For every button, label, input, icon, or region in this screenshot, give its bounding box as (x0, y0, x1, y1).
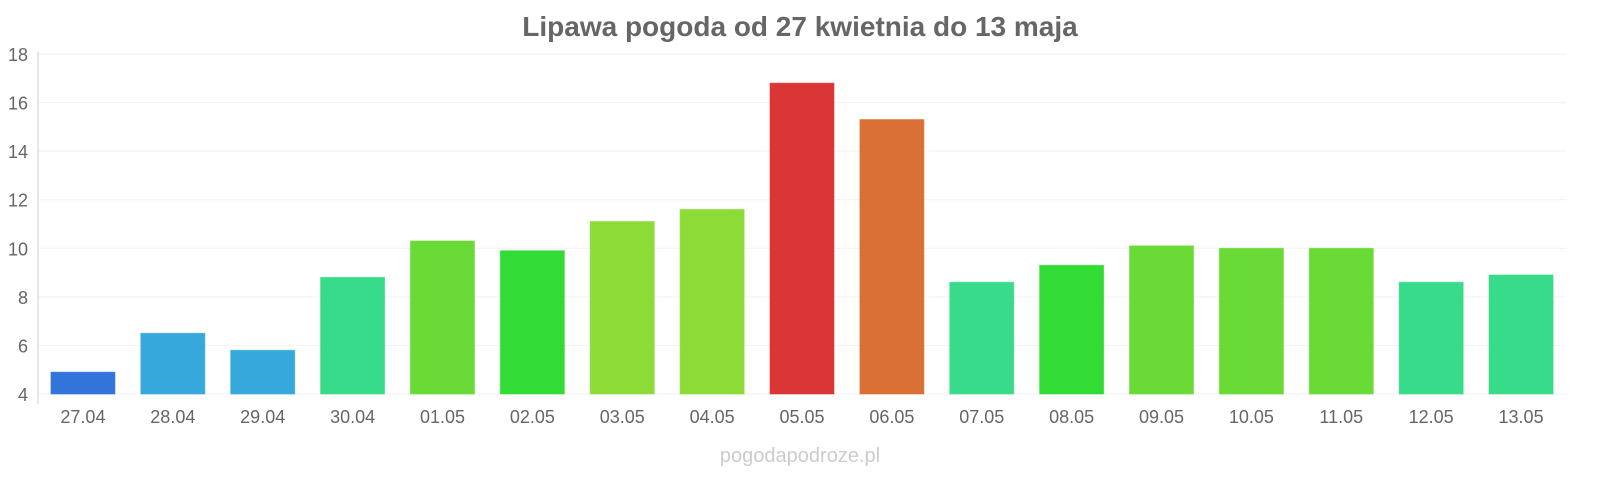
x-tick-label: 12.05 (1409, 407, 1454, 427)
bar-11.05[interactable] (1308, 247, 1374, 395)
bar-13.05[interactable] (1488, 274, 1554, 395)
x-tick-label: 27.04 (60, 407, 105, 427)
bar-09.05[interactable] (1129, 245, 1195, 395)
bar-07.05[interactable] (949, 281, 1015, 395)
x-tick-label: 13.05 (1499, 407, 1544, 427)
x-tick-label: 07.05 (959, 407, 1004, 427)
x-tick-label: 03.05 (600, 407, 645, 427)
bar-08.05[interactable] (1039, 264, 1105, 395)
y-tick-label: 12 (8, 191, 28, 211)
footer-watermark: pogodapodroze.pl (720, 445, 880, 467)
y-axis-ticks: 4 6 8 10 12 14 16 18 (8, 45, 28, 405)
bar-28.04[interactable] (140, 332, 206, 395)
bar-30.04[interactable] (320, 276, 386, 395)
x-tick-label: 11.05 (1319, 407, 1363, 427)
x-axis-ticks: 27.04 28.04 29.04 30.04 01.05 02.05 03.05 04.05… (60, 407, 1543, 427)
bar-03.05[interactable] (589, 221, 655, 395)
bar-02.05[interactable] (499, 250, 565, 395)
x-tick-label: 06.05 (869, 407, 914, 427)
x-tick-label: 08.05 (1049, 407, 1094, 427)
bar-29.04[interactable] (230, 349, 296, 395)
y-tick-label: 10 (8, 239, 28, 259)
x-tick-label: 29.04 (240, 407, 285, 427)
x-tick-label: 04.05 (690, 407, 735, 427)
bars (50, 82, 1554, 395)
x-tick-label: 28.04 (150, 407, 195, 427)
bar-05.05[interactable] (769, 82, 835, 395)
x-tick-label: 30.04 (330, 407, 375, 427)
y-tick-label: 16 (8, 94, 28, 114)
x-tick-label: 10.05 (1229, 407, 1274, 427)
x-tick-label: 09.05 (1139, 407, 1184, 427)
chart-title: Lipawa pogoda od 27 kwietnia do 13 maja (522, 11, 1078, 42)
y-tick-label: 14 (8, 142, 28, 162)
y-tick-label: 18 (8, 45, 28, 65)
y-tick-label: 8 (18, 288, 28, 308)
bar-04.05[interactable] (679, 208, 745, 395)
bar-06.05[interactable] (859, 119, 925, 395)
x-tick-label: 05.05 (779, 407, 824, 427)
bar-12.05[interactable] (1398, 281, 1464, 395)
y-tick-label: 4 (18, 385, 28, 405)
y-tick-label: 6 (18, 336, 28, 356)
bar-10.05[interactable] (1218, 247, 1284, 395)
x-tick-label: 02.05 (510, 407, 555, 427)
x-tick-label: 01.05 (420, 407, 465, 427)
bar-27.04[interactable] (50, 371, 116, 395)
bar-01.05[interactable] (409, 240, 475, 395)
